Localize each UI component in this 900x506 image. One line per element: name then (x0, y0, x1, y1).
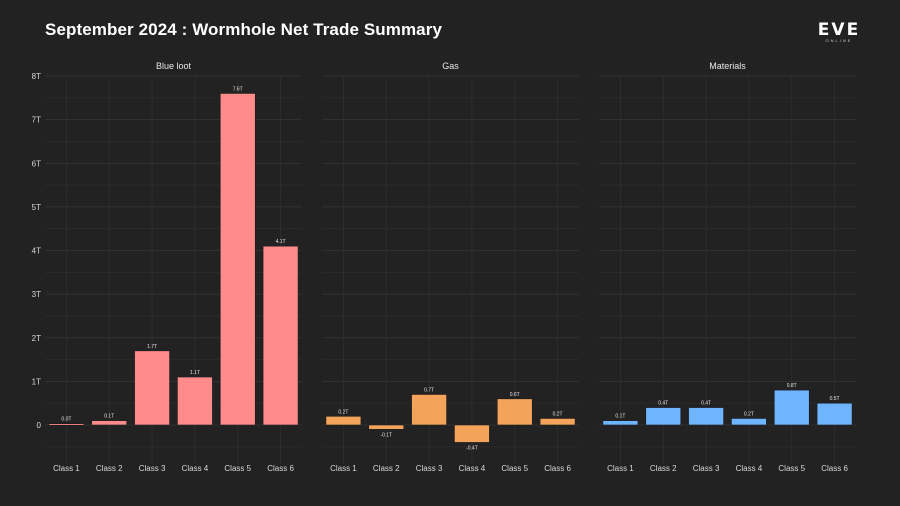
x-tick-label: Class 6 (821, 464, 848, 473)
data-label: 0.7T (424, 387, 434, 393)
data-label: 0.5T (830, 396, 840, 402)
x-tick-label: Class 2 (650, 464, 677, 473)
data-label: 1.7T (147, 344, 157, 350)
data-label: 0.8T (787, 383, 797, 389)
x-tick-label: Class 5 (778, 464, 805, 473)
y-tick-label: 1T (32, 377, 41, 386)
data-label: 1.1T (190, 370, 200, 376)
data-label: 0.4T (658, 401, 668, 407)
eve-online-logo: EVE ONLINE (812, 22, 866, 46)
data-label: 0.2T (553, 411, 563, 417)
x-tick-label: Class 3 (416, 464, 443, 473)
y-tick-label: 4T (32, 247, 41, 256)
data-label: 0.4T (701, 401, 711, 407)
chart-title: September 2024 : Wormhole Net Trade Summ… (45, 20, 443, 39)
bar (368, 424, 405, 430)
data-label: 0.1T (615, 414, 625, 420)
y-tick-label: 2T (32, 334, 41, 343)
bar (773, 389, 810, 426)
bar (91, 420, 128, 426)
bar (731, 418, 767, 426)
x-tick-label: Class 4 (182, 464, 209, 473)
y-tick-label: 3T (32, 290, 41, 299)
data-label: 4.1T (276, 239, 286, 245)
data-label: 0.0T (61, 417, 71, 423)
x-tick-label: Class 1 (607, 464, 634, 473)
logo-main-text: EVE (817, 20, 861, 40)
y-tick-label: 8T (32, 72, 41, 81)
data-label: 0.2T (338, 409, 348, 415)
bar (602, 420, 639, 426)
data-label: 0.6T (510, 392, 520, 398)
x-tick-label: Class 6 (544, 464, 571, 473)
x-tick-label: Class 3 (139, 464, 166, 473)
bar (177, 376, 213, 426)
x-tick-label: Class 5 (501, 464, 528, 473)
y-tick-label: 5T (32, 203, 41, 212)
bar (688, 407, 724, 426)
bar (454, 424, 490, 443)
y-tick-label: 7T (32, 116, 41, 125)
bar (816, 402, 853, 426)
bar (48, 423, 85, 426)
x-tick-label: Class 1 (53, 464, 80, 473)
facet-title: Materials (709, 61, 746, 71)
bar (219, 93, 256, 426)
x-tick-label: Class 2 (96, 464, 123, 473)
x-tick-label: Class 3 (693, 464, 720, 473)
bar (645, 407, 682, 426)
data-label: 7.6T (233, 86, 243, 92)
bar (496, 398, 533, 426)
x-tick-label: Class 4 (459, 464, 486, 473)
x-tick-label: Class 1 (330, 464, 357, 473)
x-tick-label: Class 6 (267, 464, 294, 473)
data-label: -0.1T (380, 432, 392, 438)
x-tick-label: Class 5 (224, 464, 251, 473)
bar (134, 350, 170, 426)
y-tick-label: 6T (32, 159, 41, 168)
bar (325, 415, 362, 426)
bar (262, 245, 299, 426)
bar (539, 418, 576, 426)
data-label: 0.1T (104, 414, 114, 420)
x-tick-label: Class 4 (736, 464, 763, 473)
data-label: 0.2T (744, 411, 754, 417)
data-label: -0.4T (466, 445, 478, 451)
facet-title: Blue loot (156, 61, 192, 71)
logo-sub-text: ONLINE (825, 38, 853, 43)
y-tick-label: 0 (37, 421, 42, 430)
x-tick-label: Class 2 (373, 464, 400, 473)
facet-title: Gas (442, 61, 459, 71)
bar (411, 394, 447, 426)
